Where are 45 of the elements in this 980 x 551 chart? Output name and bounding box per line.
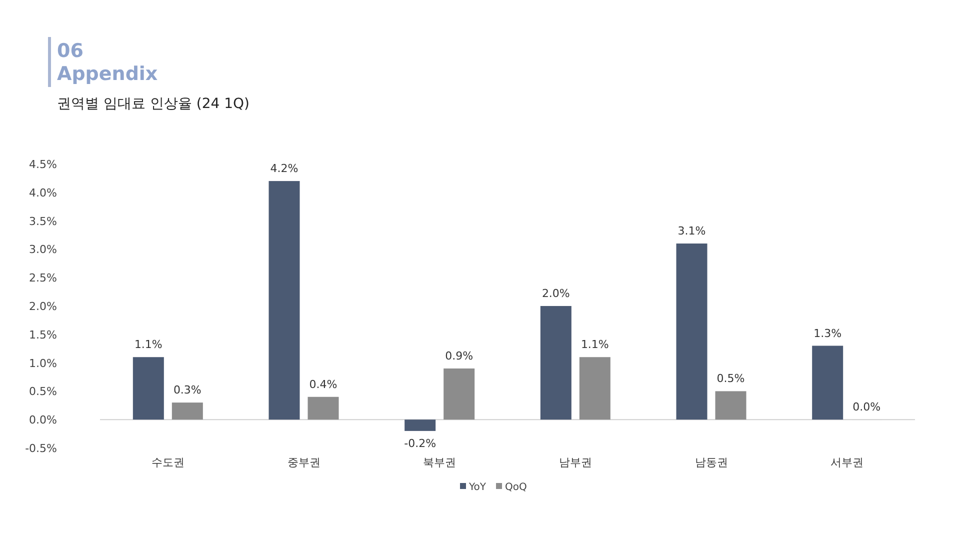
- legend-label: YoY: [468, 482, 487, 493]
- bar: [172, 402, 203, 420]
- y-tick-label: 1.0%: [29, 356, 57, 370]
- legend-label: QoQ: [505, 482, 528, 493]
- y-tick-label: 3.0%: [29, 243, 57, 256]
- bar: [540, 306, 572, 420]
- bar: [715, 391, 746, 420]
- y-tick-label: 3.5%: [29, 214, 57, 228]
- y-tick-label: 2.0%: [29, 300, 57, 313]
- x-tick-label: 중부권: [287, 456, 320, 469]
- bar: [308, 396, 339, 420]
- x-tick-label: 수도권: [151, 456, 184, 469]
- y-tick-label: 0.0%: [29, 414, 57, 427]
- y-tick-label: -0.5%: [25, 442, 57, 455]
- y-tick-label: 1.5%: [29, 328, 57, 342]
- bar: [812, 346, 844, 420]
- y-tick-label: 4.0%: [29, 186, 57, 200]
- text: Appendix: [57, 63, 158, 85]
- text: 06: [57, 40, 84, 62]
- x-tick-label: 북부권: [423, 456, 456, 469]
- y-tick-label: 2.5%: [29, 272, 57, 285]
- data-label: 4.2%: [270, 162, 298, 176]
- bar: [268, 181, 300, 420]
- bar: [579, 357, 610, 420]
- bar: [404, 420, 436, 431]
- data-label: 0.4%: [309, 378, 338, 391]
- data-label: 0.9%: [445, 349, 474, 362]
- data-label: 2.0%: [542, 287, 570, 300]
- x-tick-label: 남동권: [694, 456, 728, 469]
- data-label: 1.3%: [814, 326, 842, 340]
- data-label: 3.1%: [678, 224, 706, 238]
- x-tick-label: 남부권: [558, 456, 592, 469]
- data-label: 1.1%: [580, 338, 609, 352]
- data-label: 0.0%: [852, 400, 881, 414]
- data-label: 1.1%: [134, 338, 162, 352]
- data-label: 0.5%: [716, 372, 745, 386]
- bar: [444, 368, 475, 420]
- bar: [676, 244, 708, 420]
- chart-title: 권역별 임대료 인상율 (24 1Q): [57, 96, 250, 112]
- y-tick-label: 4.5%: [29, 158, 57, 171]
- data-label: -0.2%: [404, 436, 436, 450]
- y-tick-label: 0.5%: [29, 385, 57, 398]
- x-tick-label: 서부권: [830, 456, 864, 469]
- bar: [132, 357, 164, 420]
- data-label: 0.3%: [173, 384, 202, 397]
